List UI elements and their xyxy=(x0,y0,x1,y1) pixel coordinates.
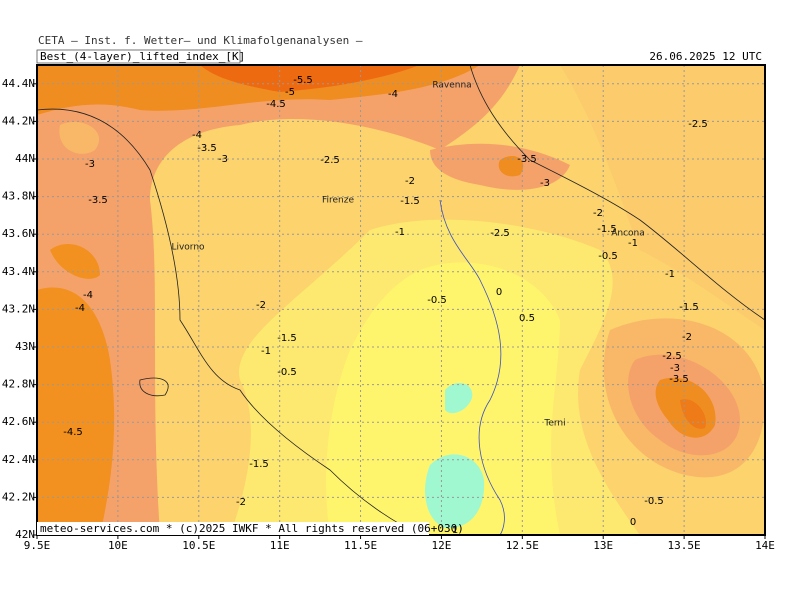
lat-label: 42N xyxy=(15,528,35,541)
contour-label: -3.5 xyxy=(197,143,217,154)
contour-label: -4.5 xyxy=(63,427,83,438)
contour-label: -1 xyxy=(665,269,675,280)
contour-label: -2.5 xyxy=(688,119,708,130)
lat-label: 43.2N xyxy=(2,302,35,315)
lat-label: 44N xyxy=(15,152,35,165)
field-box xyxy=(36,49,241,64)
lon-label: 10E xyxy=(108,539,128,552)
contour-label: 1 xyxy=(452,525,458,536)
contour-label: -0.5 xyxy=(427,295,447,306)
contour-label: -3 xyxy=(540,178,550,189)
contour-label: -0.5 xyxy=(277,367,297,378)
contour-label: -4.5 xyxy=(266,99,286,110)
contour-label: -4 xyxy=(192,130,202,141)
city-label: Ravenna xyxy=(432,81,471,91)
lon-label: 11E xyxy=(270,539,290,552)
contour-label: -2 xyxy=(256,300,266,311)
contour-label: 0.5 xyxy=(519,313,535,324)
lat-label: 43.8N xyxy=(2,190,35,203)
lat-label: 44.4N xyxy=(2,77,35,90)
lat-label: 42.2N xyxy=(2,490,35,503)
lon-label: 13E xyxy=(593,539,613,552)
contour-label: -3 xyxy=(218,154,228,165)
coastline xyxy=(37,65,765,535)
contour-label: -3 xyxy=(670,363,680,374)
field-title: Best_(4-layer)_lifted_index_[K] xyxy=(40,50,245,63)
lat-label: 43N xyxy=(15,340,35,353)
contour-label: -4 xyxy=(388,89,398,100)
lon-label: 14E xyxy=(755,539,775,552)
contour-label: -1.5 xyxy=(249,459,269,470)
contour-label: -1.5 xyxy=(597,224,617,235)
contour-label: 0 xyxy=(630,517,636,528)
contour-label: -5 xyxy=(285,87,295,98)
city-label: Ancona xyxy=(611,229,645,239)
contour-label: -1 xyxy=(261,346,271,357)
contour-label: -1 xyxy=(395,227,405,238)
contour-label: 0 xyxy=(496,287,502,298)
lat-label: 43.6N xyxy=(2,227,35,240)
contour-label: -4 xyxy=(83,290,93,301)
contour-label: -2.5 xyxy=(662,351,682,362)
lon-label: 13.5E xyxy=(668,539,701,552)
lon-label: 10.5E xyxy=(182,539,215,552)
lon-label: 9.5E xyxy=(24,539,51,552)
lon-label: 11.5E xyxy=(344,539,377,552)
institute: CETA — Inst. f. Wetter— und Klimafolgena… xyxy=(38,34,363,47)
contour-label: -3 xyxy=(85,159,95,170)
contour-label: -4 xyxy=(75,303,85,314)
field-shading xyxy=(37,65,765,535)
contour-label: -1 xyxy=(628,238,638,249)
contour-label: -2 xyxy=(593,208,603,219)
lat-label: 42.8N xyxy=(2,378,35,391)
lat-label: 44.2N xyxy=(2,114,35,127)
lat-label: 43.4N xyxy=(2,265,35,278)
graticule xyxy=(37,65,765,535)
contour-label: -2 xyxy=(405,176,415,187)
contour-label: -1.5 xyxy=(679,302,699,313)
contour-label: -0.5 xyxy=(644,496,664,507)
contour-label: -2.5 xyxy=(490,228,510,239)
contour-label: -5.5 xyxy=(293,75,313,86)
city-label: Livorno xyxy=(171,243,205,253)
lon-label: 12.5E xyxy=(506,539,539,552)
contour-label: -0.5 xyxy=(598,251,618,262)
footer: meteo-services.com * (c)2025 IWKF * All … xyxy=(40,522,464,535)
valid-time: 26.06.2025 12 UTC xyxy=(649,50,762,63)
city-label: Firenze xyxy=(322,196,354,206)
contour-label: -1.5 xyxy=(277,333,297,344)
contour-label: -2 xyxy=(682,332,692,343)
contour-label: -2.5 xyxy=(320,155,340,166)
lon-label: 12E xyxy=(432,539,452,552)
contour-label: -2 xyxy=(236,497,246,508)
city-label: Terni xyxy=(543,419,565,429)
contour-label: -3.5 xyxy=(669,374,689,385)
contour-label: -3.5 xyxy=(517,154,537,165)
lat-label: 42.6N xyxy=(2,415,35,428)
contour-label: -1.5 xyxy=(400,196,420,207)
footer-box xyxy=(37,522,429,535)
lat-label: 42.4N xyxy=(2,453,35,466)
contour-label: -3.5 xyxy=(88,195,108,206)
